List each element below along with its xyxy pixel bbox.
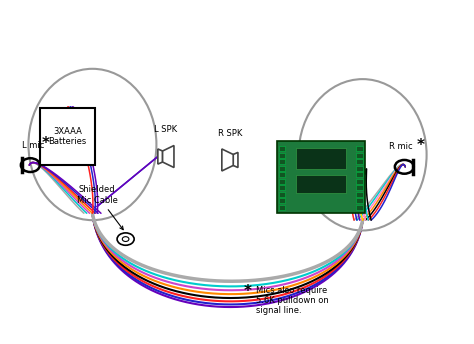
Bar (279, 192, 285, 197)
Bar (277, 141, 365, 213)
Bar (279, 205, 285, 210)
Bar (356, 198, 363, 203)
Bar (296, 148, 346, 169)
Bar (296, 175, 346, 193)
Bar (279, 146, 285, 151)
Bar (40, 108, 95, 165)
Polygon shape (222, 149, 233, 171)
Bar (356, 179, 363, 184)
Bar (356, 146, 363, 151)
Bar (279, 153, 285, 158)
Bar (279, 172, 285, 177)
Text: L mic: L mic (22, 141, 45, 150)
Polygon shape (158, 149, 163, 164)
Text: *: * (416, 138, 424, 153)
Bar (356, 185, 363, 190)
Bar (279, 179, 285, 184)
Text: *: * (244, 284, 252, 299)
Text: Shielded
Mic Cable: Shielded Mic Cable (77, 185, 123, 230)
Bar (356, 166, 363, 171)
Text: L SPK: L SPK (155, 125, 177, 134)
Polygon shape (163, 146, 174, 168)
Bar (356, 205, 363, 210)
Polygon shape (233, 152, 238, 168)
Text: 3XAAA
Batteries: 3XAAA Batteries (48, 127, 87, 147)
Bar (279, 166, 285, 171)
Text: R mic: R mic (389, 142, 412, 151)
Bar (356, 192, 363, 197)
Bar (279, 185, 285, 190)
Bar (279, 159, 285, 164)
Bar (356, 172, 363, 177)
Bar (356, 153, 363, 158)
Bar (356, 159, 363, 164)
Bar (279, 198, 285, 203)
Text: R SPK: R SPK (218, 129, 242, 138)
Text: *: * (41, 136, 49, 151)
Text: Mics also require
5.6K pulldown on
signal line.: Mics also require 5.6K pulldown on signa… (256, 286, 328, 315)
